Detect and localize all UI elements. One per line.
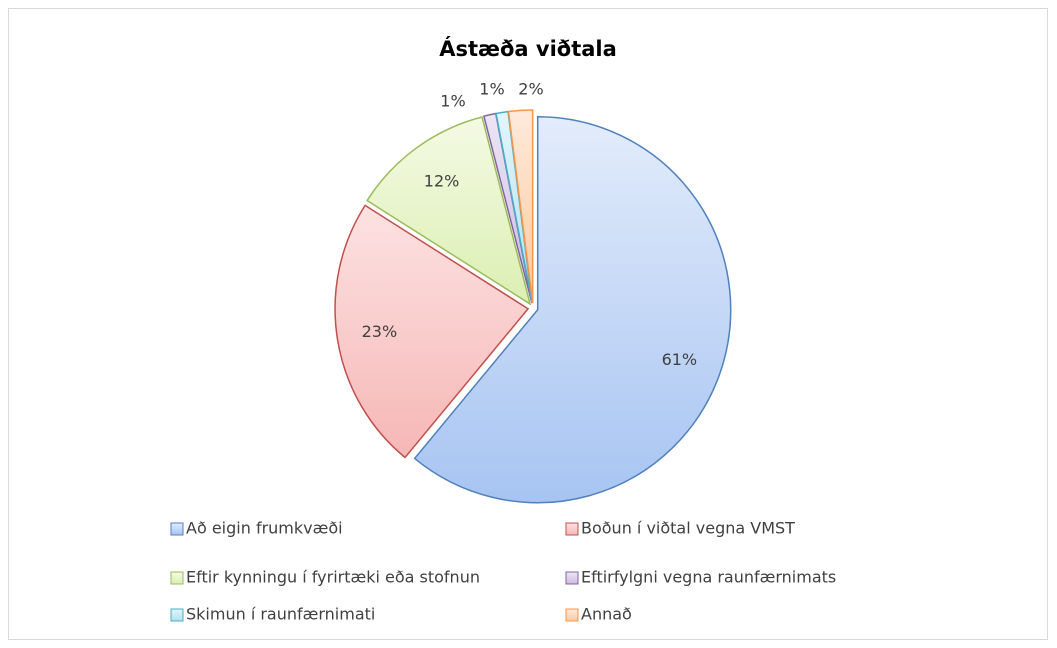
legend-label: Annað bbox=[581, 605, 632, 624]
legend-swatch bbox=[565, 608, 579, 622]
pie-slice bbox=[507, 109, 534, 304]
legend-swatch bbox=[170, 608, 184, 622]
legend-label: Boðun í viðtal vegna VMST bbox=[581, 519, 795, 538]
data-label: 1% bbox=[479, 80, 504, 99]
pie-slice bbox=[334, 204, 530, 459]
chart-title: Ástæða viðtala bbox=[439, 36, 617, 61]
data-label: 1% bbox=[440, 92, 465, 111]
legend-swatch bbox=[565, 571, 579, 585]
legend-label: Eftir kynningu í fyrirtæki eða stofnun bbox=[186, 568, 480, 587]
legend-swatch bbox=[565, 522, 579, 536]
legend-swatch bbox=[170, 522, 184, 536]
pie-slice bbox=[366, 116, 532, 306]
legend-swatch bbox=[170, 571, 184, 585]
data-label: 12% bbox=[424, 172, 460, 191]
data-label: 61% bbox=[662, 350, 698, 369]
legend-label: Eftirfylgni vegna raunfærnimats bbox=[581, 568, 836, 587]
data-label: 23% bbox=[362, 322, 398, 341]
legend-label: Að eigin frumkvæði bbox=[186, 519, 343, 538]
legend-label: Skimun í raunfærnimati bbox=[186, 605, 375, 624]
data-label: 2% bbox=[518, 80, 543, 99]
pie-slice bbox=[413, 115, 732, 504]
